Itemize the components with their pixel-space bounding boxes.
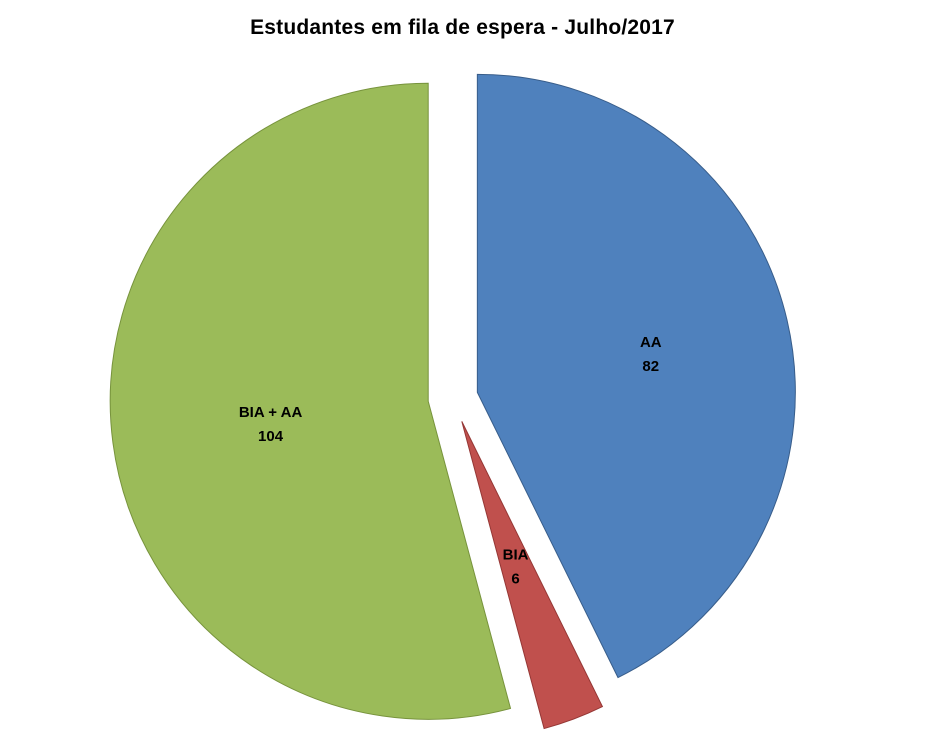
chart-title: Estudantes em fila de espera - Julho/201…: [250, 16, 675, 39]
pie-slice-label: BIA 6: [503, 546, 529, 587]
pie-slice-bia: [461, 421, 604, 730]
pie-slice-bia-aa: [109, 82, 512, 720]
pie-slice-aa: [476, 73, 796, 679]
pie-slice-label: AA 82: [640, 334, 662, 375]
pie-slice-label: BIA + AA 104: [239, 404, 303, 445]
